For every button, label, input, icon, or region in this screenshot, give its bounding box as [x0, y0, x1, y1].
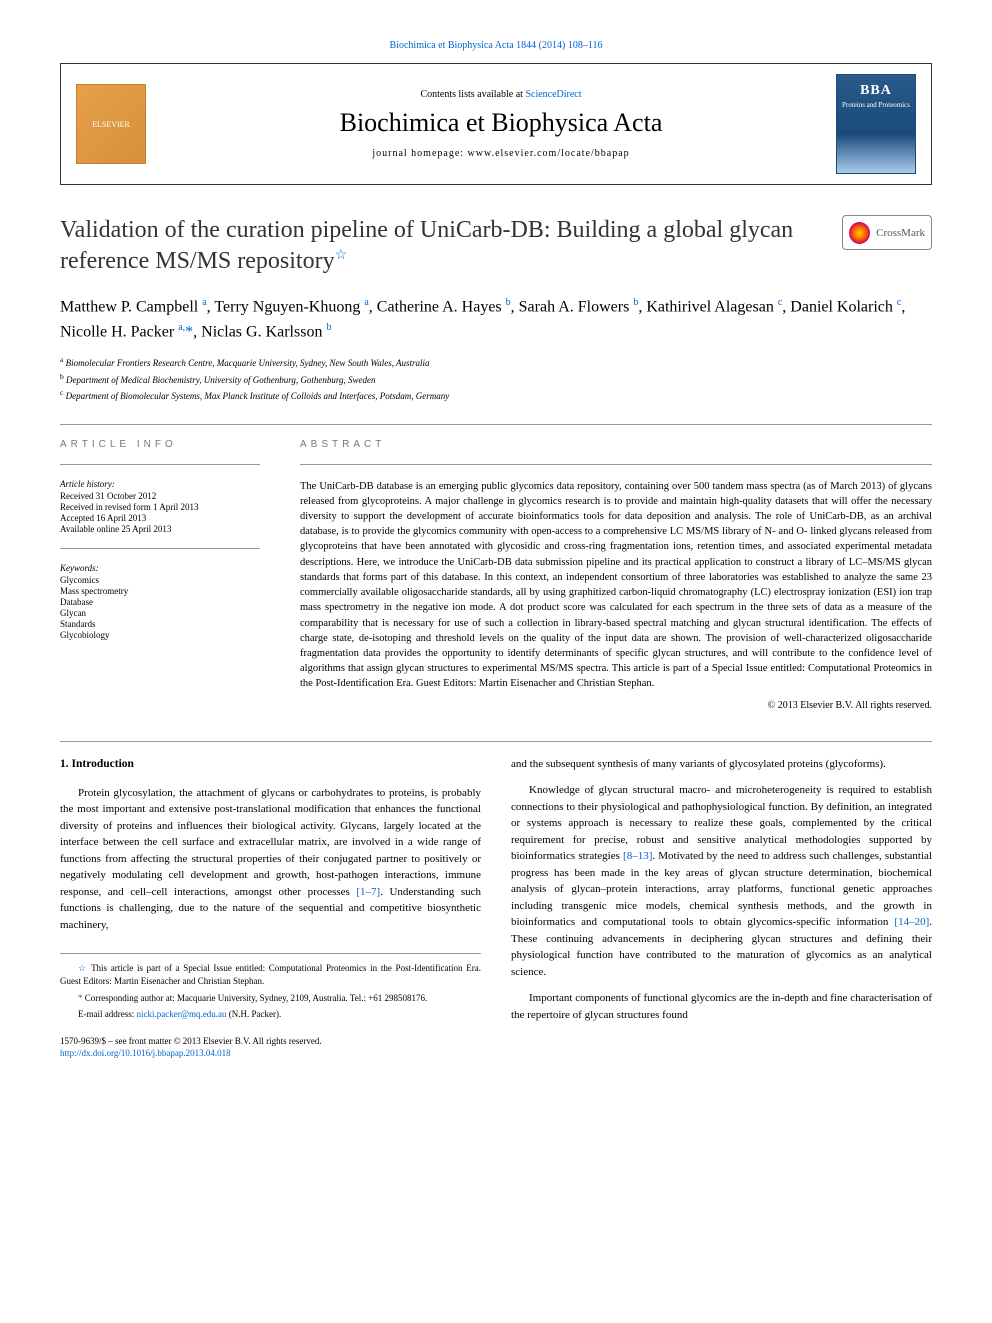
- abstract-text: The UniCarb-DB database is an emerging p…: [300, 479, 932, 692]
- history-item: Available online 25 April 2013: [60, 524, 260, 534]
- keyword: Database: [60, 597, 260, 607]
- crossmark-badge[interactable]: CrossMark: [842, 215, 932, 250]
- corresponding-star-icon: *: [78, 993, 83, 1003]
- divider: [60, 424, 932, 425]
- keyword: Standards: [60, 619, 260, 629]
- body-paragraph: Protein glycosylation, the attachment of…: [60, 785, 481, 934]
- keyword: Glycomics: [60, 575, 260, 585]
- keywords-label: Keywords:: [60, 563, 260, 573]
- bba-cover-thumbnail: BBA Proteins and Proteomics: [836, 74, 916, 174]
- corresponding-author-star-icon: *: [185, 323, 193, 340]
- abstract-heading: ABSTRACT: [300, 439, 932, 450]
- history-item: Received 31 October 2012: [60, 491, 260, 501]
- footer-info: 1570-9639/$ – see front matter © 2013 El…: [60, 1035, 481, 1060]
- footnote-star-icon: ☆: [78, 963, 88, 973]
- article-title: Validation of the curation pipeline of U…: [60, 215, 822, 277]
- citation-link[interactable]: [14–20]: [894, 916, 929, 928]
- top-citation-link[interactable]: Biochimica et Biophysica Acta 1844 (2014…: [390, 40, 603, 51]
- journal-homepage: journal homepage: www.elsevier.com/locat…: [166, 148, 836, 159]
- citation-link[interactable]: [1–7]: [356, 886, 380, 898]
- article-info-heading: ARTICLE INFO: [60, 439, 260, 450]
- email-link[interactable]: nicki.packer@mq.edu.au: [136, 1009, 226, 1019]
- abstract-copyright: © 2013 Elsevier B.V. All rights reserved…: [300, 700, 932, 711]
- top-citation: Biochimica et Biophysica Acta 1844 (2014…: [60, 40, 932, 51]
- history-item: Accepted 16 April 2013: [60, 513, 260, 523]
- title-footnote-star-icon: ☆: [335, 248, 348, 263]
- journal-header: ELSEVIER Contents lists available at Sci…: [60, 63, 932, 185]
- affiliations: a Biomolecular Frontiers Research Centre…: [60, 354, 932, 404]
- section-heading: 1. Introduction: [60, 756, 481, 773]
- elsevier-logo: ELSEVIER: [76, 84, 146, 164]
- body-column-left: 1. Introduction Protein glycosylation, t…: [60, 756, 481, 1060]
- body-paragraph: Important components of functional glyco…: [511, 990, 932, 1023]
- contents-line: Contents lists available at ScienceDirec…: [166, 89, 836, 100]
- abstract-column: ABSTRACT The UniCarb-DB database is an e…: [300, 439, 932, 711]
- crossmark-icon: [849, 222, 870, 244]
- history-label: Article history:: [60, 479, 260, 489]
- body-column-right: and the subsequent synthesis of many var…: [511, 756, 932, 1060]
- body-paragraph: Knowledge of glycan structural macro- an…: [511, 782, 932, 980]
- keyword: Mass spectrometry: [60, 586, 260, 596]
- article-info-sidebar: ARTICLE INFO Article history: Received 3…: [60, 439, 260, 711]
- footnotes: ☆ This article is part of a Special Issu…: [60, 953, 481, 1020]
- journal-name: Biochimica et Biophysica Acta: [166, 108, 836, 138]
- doi-link[interactable]: http://dx.doi.org/10.1016/j.bbapap.2013.…: [60, 1048, 231, 1058]
- history-item: Received in revised form 1 April 2013: [60, 502, 260, 512]
- body-paragraph: and the subsequent synthesis of many var…: [511, 756, 932, 773]
- authors-list: Matthew P. Campbell a, Terry Nguyen-Khuo…: [60, 295, 932, 344]
- keyword: Glycobiology: [60, 630, 260, 640]
- citation-link[interactable]: [8–13]: [623, 850, 652, 862]
- keyword: Glycan: [60, 608, 260, 618]
- sciencedirect-link[interactable]: ScienceDirect: [525, 89, 581, 100]
